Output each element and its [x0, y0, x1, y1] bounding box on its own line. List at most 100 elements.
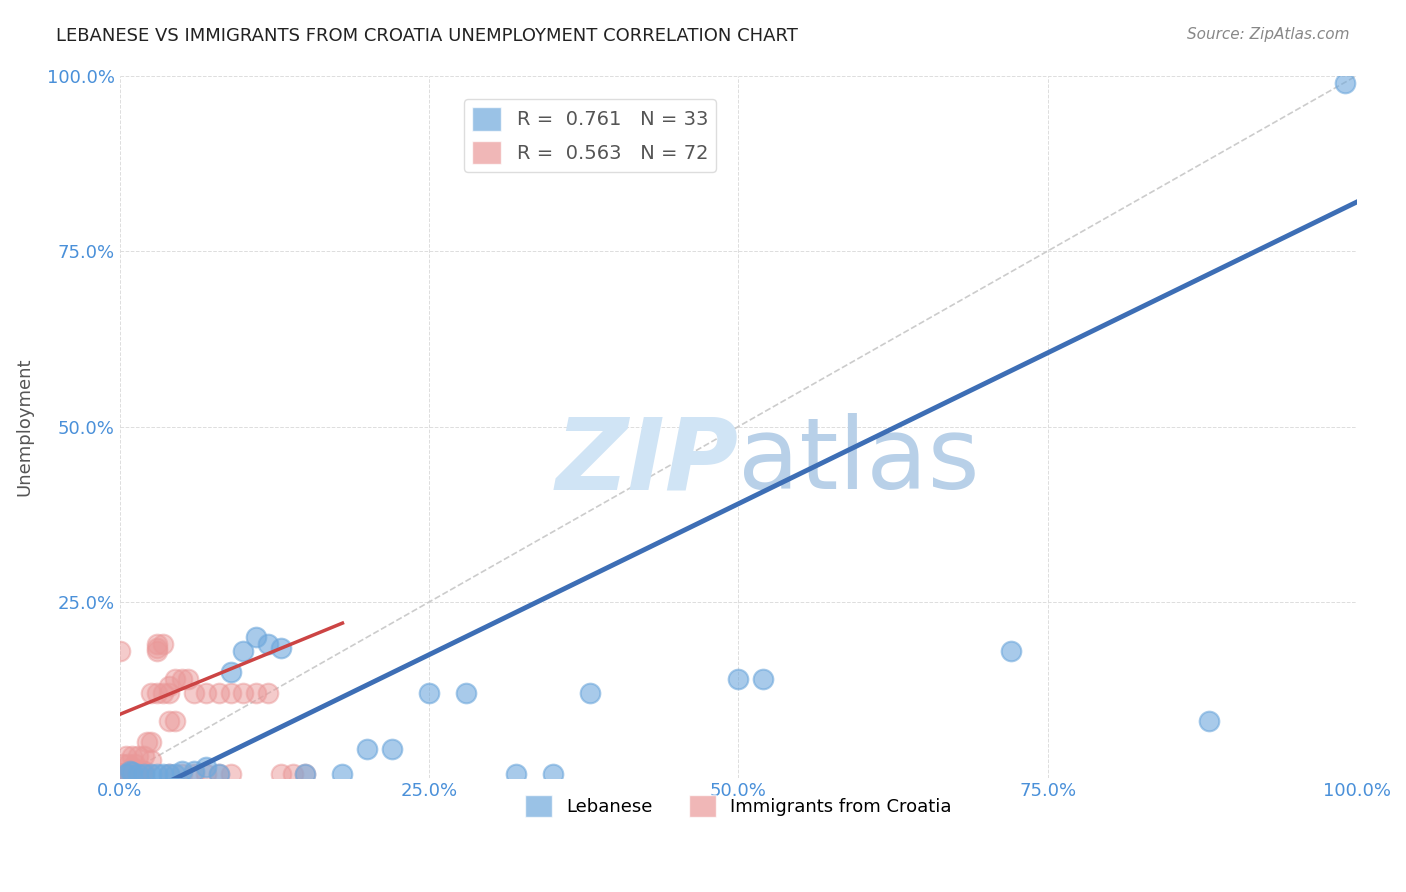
Point	[219, 767, 242, 781]
Point	[418, 686, 440, 700]
Point	[134, 764, 156, 778]
Point	[1000, 644, 1022, 658]
Point	[111, 771, 134, 785]
Point	[114, 771, 136, 785]
Point	[127, 764, 149, 778]
Point	[108, 767, 131, 781]
Point	[245, 686, 267, 700]
Point	[208, 767, 231, 781]
Point	[134, 767, 156, 781]
Point	[110, 767, 132, 781]
Point	[146, 637, 169, 651]
Point	[146, 767, 169, 781]
Point	[165, 673, 187, 687]
Point	[245, 630, 267, 644]
Point	[170, 767, 193, 781]
Text: ZIP: ZIP	[555, 413, 738, 510]
Point	[157, 767, 180, 781]
Point	[219, 686, 242, 700]
Point	[270, 640, 292, 655]
Point	[111, 756, 134, 771]
Point	[108, 771, 131, 785]
Text: Source: ZipAtlas.com: Source: ZipAtlas.com	[1187, 27, 1350, 42]
Point	[121, 764, 143, 779]
Point	[115, 771, 138, 785]
Point	[294, 767, 316, 781]
Point	[157, 767, 180, 781]
Point	[579, 686, 602, 700]
Point	[170, 673, 193, 687]
Point	[281, 767, 304, 781]
Point	[170, 764, 193, 778]
Point	[115, 767, 138, 781]
Point	[121, 760, 143, 774]
Point	[110, 771, 132, 785]
Point	[152, 767, 174, 781]
Point	[232, 686, 254, 700]
Text: LEBANESE VS IMMIGRANTS FROM CROATIA UNEMPLOYMENT CORRELATION CHART: LEBANESE VS IMMIGRANTS FROM CROATIA UNEM…	[56, 27, 799, 45]
Point	[108, 771, 131, 785]
Point	[219, 665, 242, 680]
Point	[356, 742, 378, 756]
Point	[110, 771, 132, 785]
Point	[332, 767, 354, 781]
Point	[136, 735, 159, 749]
Point	[112, 771, 135, 785]
Point	[134, 749, 156, 764]
Point	[121, 767, 143, 781]
Point	[118, 771, 141, 785]
Point	[183, 686, 205, 700]
Point	[157, 679, 180, 693]
Point	[727, 673, 749, 687]
Point	[270, 767, 292, 781]
Point	[1333, 76, 1355, 90]
Point	[183, 767, 205, 781]
Point	[208, 686, 231, 700]
Point	[257, 686, 280, 700]
Point	[108, 767, 131, 781]
Text: atlas: atlas	[738, 413, 980, 510]
Point	[120, 771, 142, 785]
Point	[195, 686, 218, 700]
Point	[118, 767, 141, 781]
Point	[146, 640, 169, 655]
Point	[108, 644, 131, 658]
Point	[195, 767, 218, 781]
Point	[117, 767, 139, 781]
Point	[124, 756, 146, 771]
Y-axis label: Unemployment: Unemployment	[15, 358, 32, 496]
Point	[1198, 714, 1220, 729]
Point	[111, 767, 134, 781]
Point	[232, 644, 254, 658]
Point	[134, 767, 156, 781]
Point	[117, 756, 139, 771]
Point	[115, 767, 138, 781]
Point	[139, 767, 162, 781]
Point	[115, 749, 138, 764]
Point	[139, 686, 162, 700]
Point	[208, 767, 231, 781]
Point	[125, 767, 148, 781]
Point	[541, 767, 564, 781]
Point	[139, 735, 162, 749]
Point	[127, 767, 149, 781]
Point	[456, 686, 478, 700]
Point	[131, 764, 153, 778]
Point	[381, 742, 404, 756]
Point	[127, 749, 149, 764]
Point	[146, 686, 169, 700]
Point	[121, 749, 143, 764]
Point	[505, 767, 527, 781]
Point	[115, 767, 138, 781]
Point	[157, 686, 180, 700]
Point	[165, 714, 187, 729]
Point	[752, 673, 775, 687]
Point	[146, 644, 169, 658]
Point	[257, 637, 280, 651]
Point	[177, 673, 200, 687]
Point	[127, 767, 149, 781]
Point	[152, 637, 174, 651]
Point	[165, 767, 187, 781]
Point	[294, 767, 316, 781]
Point	[112, 767, 135, 781]
